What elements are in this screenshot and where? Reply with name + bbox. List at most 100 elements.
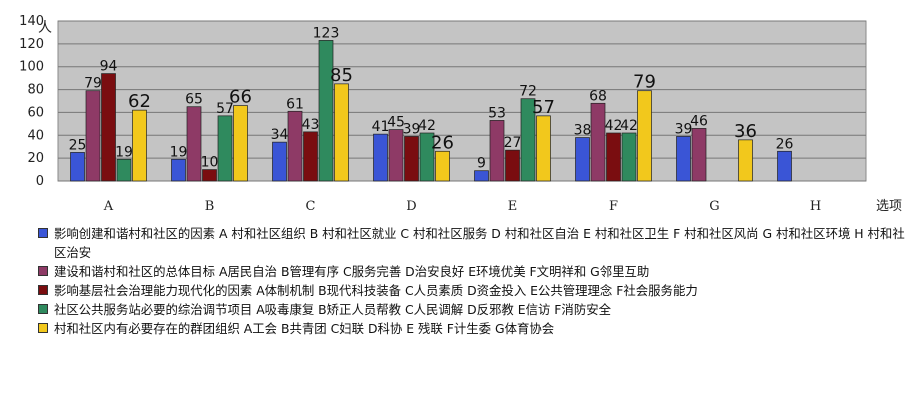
bar: [132, 109, 147, 182]
bar-value-label: 36: [734, 121, 757, 142]
bar-value-label: 61: [286, 96, 304, 112]
legend-label: 村和社区内有必要存在的群团组织 A工会 B共青团 C妇联 D科协 E 残联 F计…: [54, 321, 555, 336]
bar-value-label: 46: [690, 113, 708, 129]
bar-value-label: 68: [589, 88, 607, 104]
bar: [388, 129, 404, 182]
legend-item: 影响基层社会治理能力现代化的因素 A体制机制 B现代科技装备 C人员素质 D资金…: [38, 281, 908, 300]
bar: [637, 90, 652, 182]
bar: [101, 73, 116, 182]
bar: [536, 115, 551, 182]
bar: [70, 152, 85, 182]
x-tick-label: F: [609, 199, 618, 214]
bar: [590, 102, 606, 182]
bar: [606, 132, 621, 182]
bar-value-label: 39: [675, 121, 693, 137]
bar: [489, 120, 505, 182]
legend: 影响创建和谐村和社区的因素 A 村和社区组织 B 村和社区就业 C 村和社区服务…: [38, 224, 908, 338]
bar-value-label: 79: [633, 72, 656, 93]
x-tick-label: G: [709, 199, 719, 214]
bar: [621, 132, 637, 182]
bar: [272, 141, 287, 182]
bar-value-label: 10: [201, 155, 219, 171]
bar: [116, 158, 132, 182]
y-tick-label: 0: [36, 174, 44, 189]
legend-item: 影响创建和谐村和社区的因素 A 村和社区组织 B 村和社区就业 C 村和社区服务…: [38, 224, 908, 262]
bar-value-label: 85: [330, 65, 353, 86]
x-tick-label: B: [205, 199, 215, 214]
y-tick-label: 80: [27, 83, 44, 98]
bar: [171, 158, 186, 182]
legend-label: 影响基层社会治理能力现代化的因素 A体制机制 B现代科技装备 C人员素质 D资金…: [54, 283, 698, 298]
bar: [233, 105, 248, 182]
legend-item: 建设和谐村和社区的总体目标 A居民自治 B管理有序 C服务完善 D治安良好 E环…: [38, 262, 908, 281]
bar: [575, 137, 590, 182]
bar-value-label: 19: [115, 144, 133, 160]
bar: [186, 106, 202, 182]
y-tick-label: 40: [27, 128, 44, 143]
bar: [318, 40, 334, 182]
bar-value-label: 42: [620, 118, 638, 134]
bar: [691, 128, 707, 182]
bar: [287, 110, 303, 182]
x-tick-label: H: [810, 199, 821, 214]
bar: [404, 136, 419, 182]
bar-value-label: 45: [387, 115, 405, 131]
bar: [85, 90, 101, 182]
bar-value-label: 38: [574, 123, 592, 139]
x-tick-label: D: [406, 199, 416, 214]
bar-value-label: 25: [69, 137, 87, 153]
bar-value-label: 19: [170, 144, 188, 160]
bar: [419, 132, 435, 182]
bar: [777, 150, 792, 182]
bar: [520, 98, 536, 182]
data-labels: 2579941962196510576634614312385414539422…: [69, 25, 794, 171]
x-tick-label: E: [508, 199, 518, 214]
bar: [474, 170, 489, 182]
bar-value-label: 123: [313, 25, 340, 41]
bar-value-label: 42: [605, 118, 623, 134]
legend-swatch: [38, 228, 48, 238]
bar-value-label: 65: [185, 92, 203, 108]
y-tick-label: 100: [19, 60, 44, 75]
bar-value-label: 39: [403, 121, 421, 137]
legend-label: 影响创建和谐村和社区的因素 A 村和社区组织 B 村和社区就业 C 村和社区服务…: [54, 226, 905, 260]
bar-value-label: 57: [216, 101, 234, 117]
y-axis-ticks: 0 20 40 60 80 100 120 140: [19, 14, 44, 189]
bar: [505, 149, 520, 182]
bar-value-label: 42: [418, 118, 436, 134]
legend-swatch: [38, 304, 48, 314]
legend-swatch: [38, 266, 48, 276]
legend-label: 建设和谐村和社区的总体目标 A居民自治 B管理有序 C服务完善 D治安良好 E环…: [54, 264, 650, 279]
x-axis-ticks: A B C D E F G H: [103, 199, 821, 214]
bar-value-label: 72: [519, 84, 537, 100]
bar-value-label: 26: [776, 136, 794, 152]
bar: [738, 139, 753, 182]
x-tick-label: A: [103, 199, 114, 214]
bar: [303, 131, 318, 182]
y-axis-unit: 人: [38, 20, 52, 36]
bar-value-label: 41: [372, 119, 390, 135]
bar: [217, 115, 233, 182]
bar-value-label: 66: [229, 87, 252, 108]
bar: [435, 150, 450, 182]
bar: [373, 133, 388, 182]
bar-value-label: 53: [488, 105, 506, 121]
bar: [202, 169, 217, 182]
bar-value-label: 43: [302, 117, 320, 133]
bar-series: [70, 40, 792, 182]
bar-value-label: 9: [477, 156, 486, 172]
bar-value-label: 79: [84, 76, 102, 92]
bar-value-label: 62: [128, 91, 151, 112]
bar: [334, 83, 349, 182]
legend-swatch: [38, 285, 48, 295]
legend-item: 村和社区内有必要存在的群团组织 A工会 B共青团 C妇联 D科协 E 残联 F计…: [38, 319, 908, 338]
x-tick-label: C: [306, 199, 316, 214]
bar-value-label: 57: [532, 97, 555, 118]
bar: [676, 136, 691, 182]
y-tick-label: 120: [19, 37, 44, 52]
legend-swatch: [38, 323, 48, 333]
y-tick-label: 20: [27, 151, 44, 166]
bar-value-label: 27: [504, 135, 522, 151]
bar-value-label: 34: [271, 127, 289, 143]
